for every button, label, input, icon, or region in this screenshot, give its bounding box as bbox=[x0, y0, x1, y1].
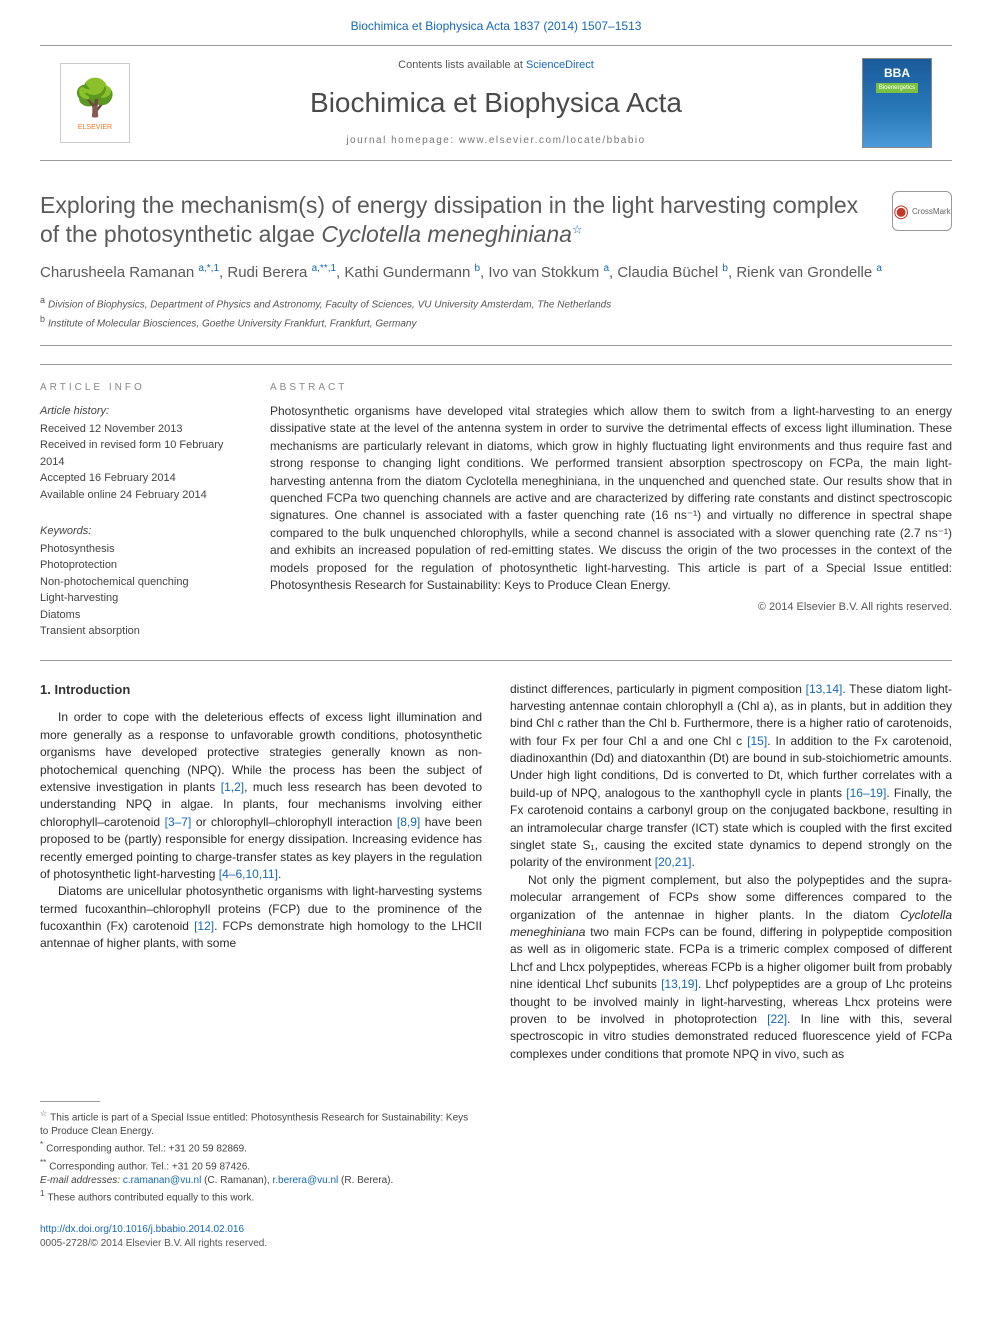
footnote-corr1: *Corresponding author. Tel.: +31 20 59 8… bbox=[40, 1139, 470, 1156]
column-right: distinct differences, particularly in pi… bbox=[510, 681, 952, 1064]
journal-cover: BBA Bioenergetics bbox=[862, 58, 932, 148]
elsevier-label: ELSEVIER bbox=[78, 123, 112, 133]
crossmark-label: CrossMark bbox=[912, 206, 951, 217]
footnote-divider bbox=[40, 1101, 100, 1102]
issn-copyright: 0005-2728/© 2014 Elsevier B.V. All right… bbox=[40, 1237, 952, 1251]
keyword: Transient absorption bbox=[40, 623, 242, 640]
journal-name: Biochimica et Biophysica Acta bbox=[150, 83, 842, 122]
cover-bba: BBA bbox=[884, 65, 910, 82]
cover-sub: Bioenergetics bbox=[876, 83, 918, 93]
affiliation: aDivision of Biophysics, Department of P… bbox=[40, 294, 952, 312]
contents-prefix: Contents lists available at bbox=[398, 59, 526, 71]
email-name-1: (C. Ramanan), bbox=[201, 1175, 272, 1186]
citation-link[interactable]: [20,21] bbox=[655, 855, 692, 869]
elsevier-tree-icon: 🌳 bbox=[73, 73, 118, 123]
keyword: Diatoms bbox=[40, 607, 242, 624]
author: Claudia Büchel b bbox=[617, 264, 728, 281]
keywords-head: Keywords: bbox=[40, 523, 242, 540]
authors: Charusheela Ramanan a,*,1, Rudi Berera a… bbox=[40, 261, 952, 285]
para-2: Diatoms are unicellular photosynthetic o… bbox=[40, 883, 482, 953]
title-star-icon: ☆ bbox=[572, 222, 583, 236]
history-line: Available online 24 February 2014 bbox=[40, 487, 242, 504]
citation-link[interactable]: [15] bbox=[747, 734, 767, 748]
keyword: Photoprotection bbox=[40, 557, 242, 574]
history-line: Received in revised form 10 February 201… bbox=[40, 437, 242, 470]
history-head: Article history: bbox=[40, 403, 242, 420]
abstract-label: ABSTRACT bbox=[270, 381, 952, 395]
article-info-label: ARTICLE INFO bbox=[40, 381, 242, 395]
page-bottom: http://dx.doi.org/10.1016/j.bbabio.2014.… bbox=[40, 1223, 952, 1251]
footnote-corr2: **Corresponding author. Tel.: +31 20 59 … bbox=[40, 1157, 470, 1174]
column-left: 1. Introduction In order to cope with th… bbox=[40, 681, 482, 1064]
email-name-2: (R. Berera). bbox=[338, 1175, 393, 1186]
footnote-equal: 1These authors contributed equally to th… bbox=[40, 1188, 470, 1205]
citation-link[interactable]: [3–7] bbox=[165, 815, 192, 829]
sciencedirect-link[interactable]: ScienceDirect bbox=[526, 59, 594, 71]
crossmark-badge[interactable]: CrossMark bbox=[892, 191, 952, 231]
affiliation: bInstitute of Molecular Biosciences, Goe… bbox=[40, 313, 952, 331]
title-species: Cyclotella meneghiniana bbox=[321, 221, 572, 247]
masthead-center: Contents lists available at ScienceDirec… bbox=[150, 58, 842, 149]
masthead: 🌳 ELSEVIER Contents lists available at S… bbox=[40, 45, 952, 162]
email-label: E-mail addresses: bbox=[40, 1175, 123, 1186]
author: Rudi Berera a,**,1 bbox=[227, 264, 336, 281]
author: Charusheela Ramanan a,*,1 bbox=[40, 264, 219, 281]
citation-link[interactable]: [13,19] bbox=[661, 977, 698, 991]
abstract: ABSTRACT Photosynthetic organisms have d… bbox=[270, 364, 952, 640]
section-1-heading: 1. Introduction bbox=[40, 681, 482, 700]
journal-reference-link[interactable]: Biochimica et Biophysica Acta 1837 (2014… bbox=[351, 19, 642, 33]
footnotes: ☆This article is part of a Special Issue… bbox=[40, 1093, 470, 1205]
email-link-1[interactable]: c.ramanan@vu.nl bbox=[123, 1175, 202, 1186]
article-title: Exploring the mechanism(s) of energy dis… bbox=[40, 191, 872, 249]
email-link-2[interactable]: r.berera@vu.nl bbox=[272, 1175, 338, 1186]
article-info: ARTICLE INFO Article history: Received 1… bbox=[40, 364, 270, 640]
history-line: Received 12 November 2013 bbox=[40, 421, 242, 438]
keywords: Keywords: PhotosynthesisPhotoprotectionN… bbox=[40, 523, 242, 640]
author: Rienk van Grondelle a bbox=[736, 264, 882, 281]
info-abstract-row: ARTICLE INFO Article history: Received 1… bbox=[40, 346, 952, 661]
article-header: Exploring the mechanism(s) of energy dis… bbox=[40, 191, 952, 346]
author: Ivo van Stokkum a bbox=[488, 264, 609, 281]
citation-link[interactable]: [8,9] bbox=[397, 815, 420, 829]
citation-link[interactable]: [12] bbox=[194, 919, 214, 933]
citation-link[interactable]: [1,2] bbox=[221, 780, 244, 794]
citation-link[interactable]: [4–6,10,11] bbox=[219, 867, 278, 881]
footnote-email: E-mail addresses: c.ramanan@vu.nl (C. Ra… bbox=[40, 1174, 470, 1188]
affiliations: aDivision of Biophysics, Department of P… bbox=[40, 294, 952, 331]
elsevier-logo: 🌳 ELSEVIER bbox=[60, 63, 130, 143]
para-1: In order to cope with the deleterious ef… bbox=[40, 709, 482, 883]
keyword: Photosynthesis bbox=[40, 541, 242, 558]
citation-link[interactable]: [13,14] bbox=[806, 682, 843, 696]
article-history: Article history: Received 12 November 20… bbox=[40, 403, 242, 503]
abstract-copyright: © 2014 Elsevier B.V. All rights reserved… bbox=[270, 600, 952, 615]
doi-link[interactable]: http://dx.doi.org/10.1016/j.bbabio.2014.… bbox=[40, 1224, 244, 1235]
keyword: Non-photochemical quenching bbox=[40, 574, 242, 591]
footnote-star: ☆This article is part of a Special Issue… bbox=[40, 1108, 470, 1139]
abstract-text: Photosynthetic organisms have developed … bbox=[270, 403, 952, 594]
citation-link[interactable]: [16–19] bbox=[846, 786, 886, 800]
para-3: distinct differences, particularly in pi… bbox=[510, 681, 952, 872]
history-line: Accepted 16 February 2014 bbox=[40, 470, 242, 487]
journal-reference: Biochimica et Biophysica Acta 1837 (2014… bbox=[0, 0, 992, 45]
journal-homepage: journal homepage: www.elsevier.com/locat… bbox=[150, 134, 842, 148]
author: Kathi Gundermann b bbox=[344, 264, 480, 281]
contents-line: Contents lists available at ScienceDirec… bbox=[150, 58, 842, 73]
keyword: Light-harvesting bbox=[40, 590, 242, 607]
para-4: Not only the pigment complement, but als… bbox=[510, 872, 952, 1063]
citation-link[interactable]: [22] bbox=[767, 1012, 787, 1026]
body: 1. Introduction In order to cope with th… bbox=[40, 681, 952, 1064]
